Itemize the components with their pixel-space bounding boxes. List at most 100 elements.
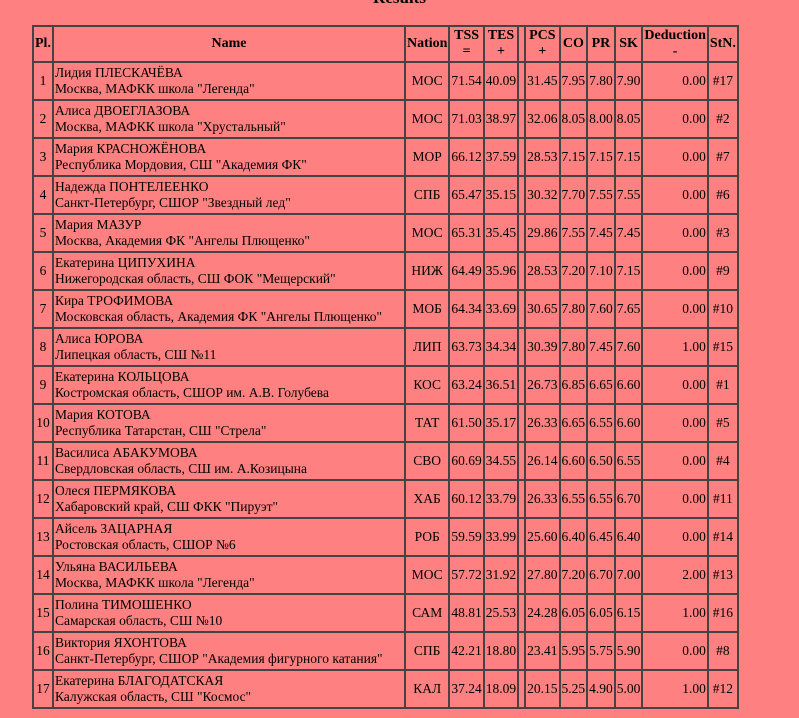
skater-cell: Мария КОТОВА Республика Татарстан, СШ "Ст… — [52, 404, 405, 442]
table-row: 6 Екатерина ЦИПУХИНА Нижегородская область… — [33, 252, 738, 290]
pr-cell: 7.80 — [587, 62, 615, 100]
header-start-number: StN. — [707, 26, 738, 62]
header-sk: SK — [614, 26, 643, 62]
tss-cell: 48.81 — [449, 594, 484, 632]
tes-cell: 18.09 — [483, 670, 519, 708]
nation-cell: МОС — [404, 100, 450, 138]
start-number-cell: #12 — [707, 670, 738, 708]
sk-cell: 6.70 — [614, 480, 643, 518]
tss-cell: 71.03 — [449, 100, 484, 138]
place-cell: 15 — [33, 594, 53, 632]
header-tss: TSS = — [449, 26, 484, 62]
skater-name: Алиса ЮРОВА — [54, 331, 144, 346]
start-number-cell: #9 — [707, 252, 738, 290]
tss-cell: 60.12 — [449, 480, 484, 518]
co-cell: 7.80 — [559, 290, 588, 328]
tes-cell: 38.97 — [483, 100, 519, 138]
table-row: 15 Полина ТИМОШЕНКО Самарская область, СШ … — [33, 594, 738, 632]
spacer-cell — [518, 518, 526, 556]
pr-cell: 6.05 — [587, 594, 615, 632]
header-co: CO — [559, 26, 588, 62]
skater-name: Виктория ЯХОНТОВА — [54, 635, 187, 650]
pcs-cell: 20.15 — [525, 670, 560, 708]
pr-cell: 4.90 — [587, 670, 615, 708]
start-number-cell: #6 — [707, 176, 738, 214]
skater-club: Москва, Академия ФК "Ангелы Плющенко" — [54, 233, 310, 248]
nation-cell: МОБ — [404, 290, 450, 328]
pcs-cell: 25.60 — [525, 518, 560, 556]
skater-club: Москва, МАФКК школа "Легенда" — [54, 575, 255, 590]
start-number-cell: #13 — [707, 556, 738, 594]
co-cell: 6.05 — [559, 594, 588, 632]
tss-cell: 42.21 — [449, 632, 484, 670]
tes-cell: 35.15 — [483, 176, 519, 214]
deduction-cell: 0.00 — [642, 442, 708, 480]
header-tss-op: = — [462, 44, 471, 59]
skater-club: Хабаровский край, СШ ФКК "Пируэт" — [54, 499, 279, 514]
skater-club: Москва, МАФКК школа "Хрустальный" — [54, 119, 286, 134]
pcs-cell: 32.06 — [525, 100, 560, 138]
nation-cell: МОС — [404, 556, 450, 594]
spacer-cell — [518, 632, 526, 670]
skater-cell: Кира ТРОФИМОВА Московская область, Академ… — [52, 290, 405, 328]
place-cell: 9 — [33, 366, 53, 404]
skater-club: Санкт-Петербург, СШОР "Звездный лед" — [54, 195, 291, 210]
sk-cell: 6.60 — [614, 404, 643, 442]
place-cell: 17 — [33, 670, 53, 708]
skater-cell: Ульяна ВАСИЛЬЕВА Москва, МАФКК школа "Лег… — [52, 556, 405, 594]
co-cell: 7.15 — [559, 138, 588, 176]
header-deduction-label: Deduction — [644, 28, 706, 43]
sk-cell: 7.65 — [614, 290, 643, 328]
place-cell: 12 — [33, 480, 53, 518]
nation-cell: РОБ — [404, 518, 450, 556]
deduction-cell: 0.00 — [642, 632, 708, 670]
page-title: Results — [0, 0, 799, 8]
spacer-cell — [518, 62, 526, 100]
sk-cell: 7.55 — [614, 176, 643, 214]
sk-cell: 6.40 — [614, 518, 643, 556]
tss-cell: 64.34 — [449, 290, 484, 328]
tes-cell: 31.92 — [483, 556, 519, 594]
pcs-cell: 30.65 — [525, 290, 560, 328]
pr-cell: 6.55 — [587, 480, 615, 518]
skater-cell: Мария МАЗУР Москва, Академия ФК "Ангелы П… — [52, 214, 405, 252]
spacer-cell — [518, 670, 526, 708]
deduction-cell: 0.00 — [642, 214, 708, 252]
skater-name: Олеся ПЕРМЯКОВА — [54, 483, 177, 498]
pr-cell: 6.50 — [587, 442, 615, 480]
sk-cell: 8.05 — [614, 100, 643, 138]
start-number-cell: #3 — [707, 214, 738, 252]
skater-club: Санкт-Петербург, СШОР "Академия фигурног… — [54, 651, 383, 666]
place-cell: 10 — [33, 404, 53, 442]
tss-cell: 63.24 — [449, 366, 484, 404]
co-cell: 6.65 — [559, 404, 588, 442]
spacer-cell — [518, 442, 526, 480]
deduction-cell: 0.00 — [642, 252, 708, 290]
pcs-cell: 30.32 — [525, 176, 560, 214]
deduction-cell: 0.00 — [642, 480, 708, 518]
skater-cell: Лидия ПЛЕСКАЧЁВА Москва, МАФКК школа "Лег… — [52, 62, 405, 100]
spacer-cell — [518, 556, 526, 594]
table-row: 4 Надежда ПОНТЕЛЕЕНКО Санкт-Петербург, СШО… — [33, 176, 738, 214]
skater-cell: Екатерина КОЛЬЦОВА Костромская область, С… — [52, 366, 405, 404]
skater-name: Алиса ДВОЕГЛАЗОВА — [54, 103, 191, 118]
skater-club: Москва, МАФКК школа "Легенда" — [54, 81, 255, 96]
pr-cell: 6.45 — [587, 518, 615, 556]
start-number-cell: #14 — [707, 518, 738, 556]
start-number-cell: #1 — [707, 366, 738, 404]
tes-cell: 35.96 — [483, 252, 519, 290]
nation-cell: ТАТ — [404, 404, 450, 442]
pcs-cell: 26.33 — [525, 404, 560, 442]
skater-name: Екатерина КОЛЬЦОВА — [54, 369, 190, 384]
nation-cell: СВО — [404, 442, 450, 480]
skater-name: Мария КРАСНОЖЁНОВА — [54, 141, 207, 156]
skater-name: Василиса АБАКУМОВА — [54, 445, 198, 460]
tes-cell: 36.51 — [483, 366, 519, 404]
tes-cell: 25.53 — [483, 594, 519, 632]
pcs-cell: 24.28 — [525, 594, 560, 632]
skater-club: Свердловская область, СШ им. А.Козицына — [54, 461, 307, 476]
co-cell: 6.60 — [559, 442, 588, 480]
start-number-cell: #15 — [707, 328, 738, 366]
place-cell: 11 — [33, 442, 53, 480]
nation-cell: КОС — [404, 366, 450, 404]
